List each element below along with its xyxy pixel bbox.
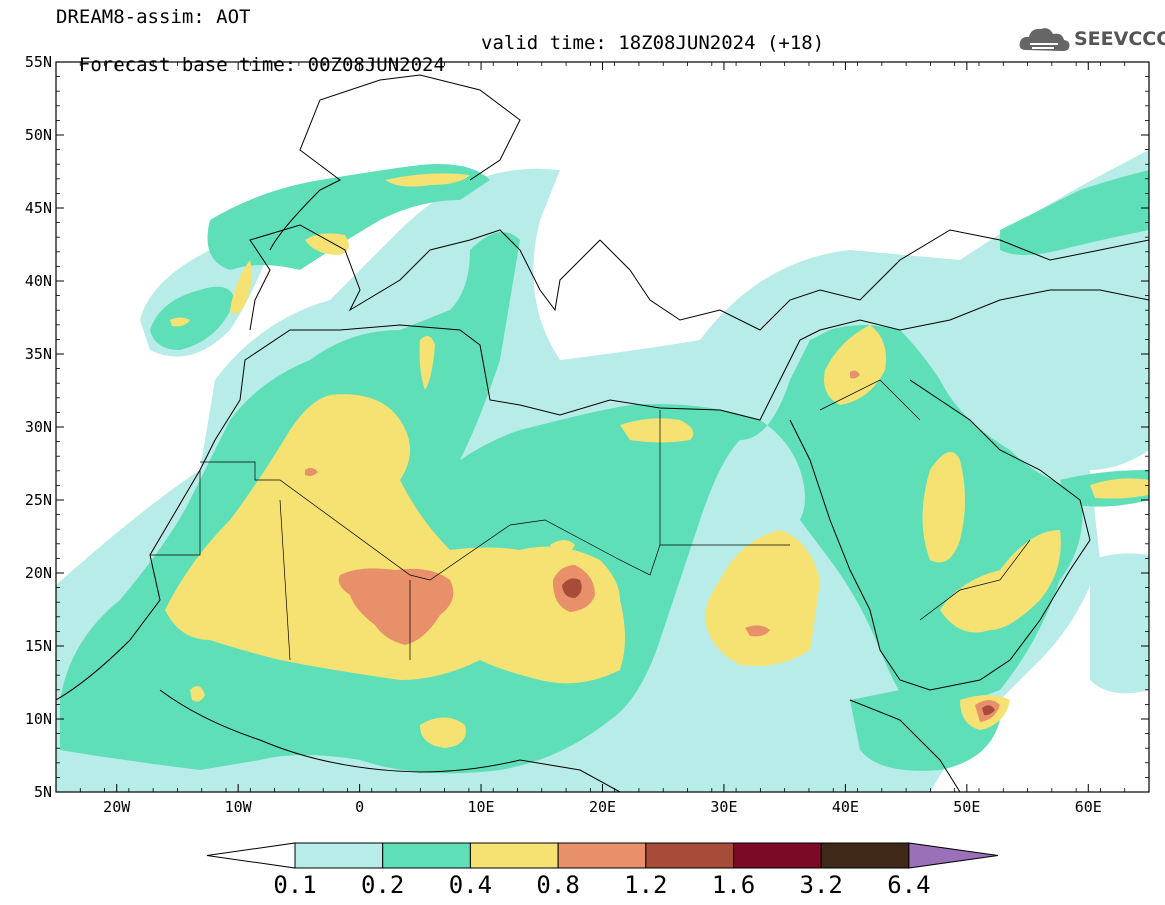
colorbar-level-label: 0.1: [273, 871, 317, 899]
lon-tick-label: 60E: [1075, 798, 1102, 816]
lat-tick-label: 15N: [25, 637, 52, 655]
lat-tick-label: 30N: [25, 418, 52, 436]
lon-tick-label: 40E: [832, 798, 859, 816]
lon-tick-label: 20W: [103, 798, 131, 816]
colorbar-level-label: 1.2: [624, 871, 668, 899]
colorbar-level-label: 3.2: [799, 871, 843, 899]
aot-field: [56, 150, 1149, 792]
colorbar-segment: [820, 842, 910, 869]
lon-tick-label: 50E: [953, 798, 980, 816]
forecast-times: Forecast base time: 00Z08JUN2024 valid t…: [56, 32, 824, 98]
colorbar-level-label: 0.4: [448, 871, 493, 899]
valid-time-label: valid time: 18Z08JUN2024 (+18): [481, 32, 825, 54]
aot-level-0.8: [305, 370, 1000, 722]
colorbar-segment: [557, 842, 647, 869]
lon-tick-label: 20E: [589, 798, 616, 816]
colorbar-under-arrow: [206, 842, 296, 869]
colorbar-segment: [645, 842, 734, 869]
longitude-labels: 20W 10W 0 10E 20E 30E 40E 50E 60E: [103, 798, 1102, 816]
colorbar-over-arrow: [908, 842, 999, 869]
colorbar-level-label: 1.6: [711, 871, 756, 899]
cloud-logo-icon: [1019, 28, 1070, 51]
colorbar-segment: [294, 842, 384, 869]
lat-tick-label: 55N: [25, 53, 52, 71]
latitude-labels: 55N 50N 45N 40N 35N 30N 25N 20N 15N 10N 5N: [25, 53, 52, 801]
colorbar-level-label: 0.2: [361, 871, 405, 899]
colorbar-level-label: 0.8: [536, 871, 580, 899]
base-time-label: Forecast base time: 00Z08JUN2024: [78, 54, 445, 76]
lat-tick-label: 50N: [25, 126, 52, 144]
lat-tick-label: 40N: [25, 272, 52, 290]
colorbar-segment: [469, 842, 559, 869]
colorbar-segment: [733, 842, 822, 869]
colorbar-segment: [382, 842, 471, 869]
country-borders: [150, 379, 1031, 661]
lat-tick-label: 45N: [25, 199, 52, 217]
lat-tick-label: 5N: [34, 783, 52, 801]
lon-tick-label: 10W: [225, 798, 253, 816]
seevccc-logo: SEEVCCC: [1018, 22, 1165, 58]
lat-tick-label: 20N: [25, 564, 52, 582]
logo-text: SEEVCCC: [1074, 28, 1165, 50]
colorbar-level-label: 6.4: [887, 871, 931, 899]
aot-level-1.2: [562, 578, 995, 716]
lat-tick-label: 10N: [25, 710, 52, 728]
lon-tick-label: 0: [355, 798, 364, 816]
lat-tick-label: 25N: [25, 491, 52, 509]
aot-level-0.4: [165, 173, 1149, 748]
colorbar: [206, 842, 999, 869]
map-title: DREAM8-assim: AOT: [56, 6, 251, 28]
lon-tick-label: 10E: [468, 798, 495, 816]
lat-tick-label: 35N: [25, 345, 52, 363]
coastlines: [56, 74, 1149, 792]
lon-tick-label: 30E: [710, 798, 737, 816]
axis-ticks: [55, 61, 1150, 793]
